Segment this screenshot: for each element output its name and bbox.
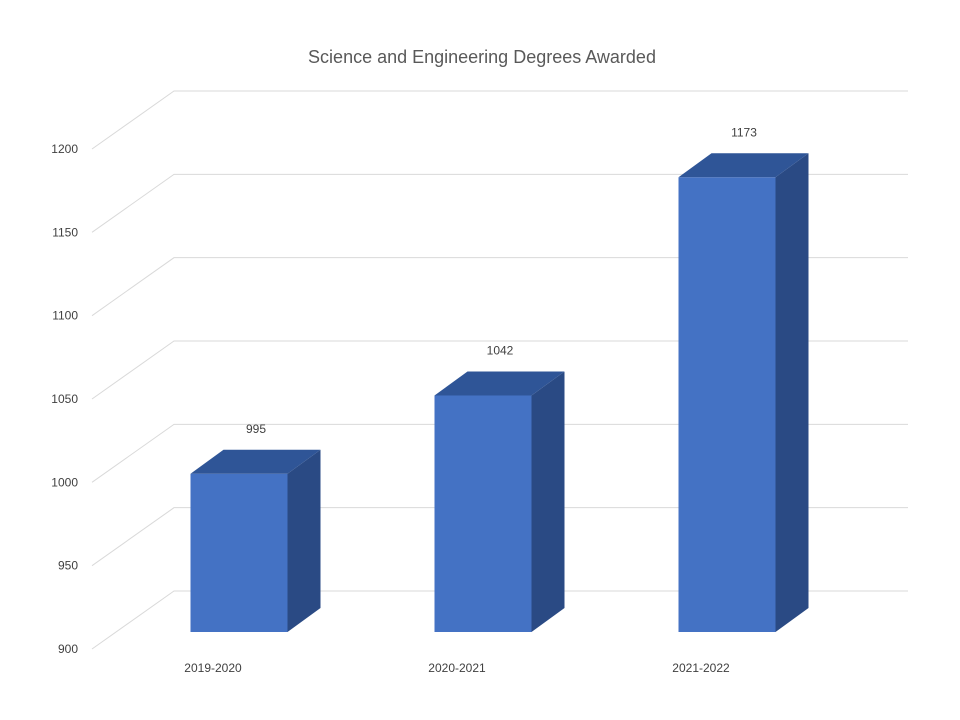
x-axis-category-labels: 2019-2020 2020-2021 2021-2022 bbox=[184, 661, 730, 675]
bars bbox=[190, 153, 809, 632]
gridline bbox=[91, 590, 908, 650]
bar-side bbox=[531, 371, 565, 632]
bar-side bbox=[287, 449, 321, 632]
gridline bbox=[91, 173, 908, 233]
y-tick-label: 1150 bbox=[52, 225, 78, 239]
bar-top bbox=[190, 449, 321, 474]
x-tick-label: 2020-2021 bbox=[428, 661, 486, 675]
gridline bbox=[91, 423, 908, 483]
gridline bbox=[91, 257, 908, 317]
bar-top bbox=[434, 371, 565, 396]
y-axis-tick-labels: 900 950 1000 1050 1100 1150 1200 bbox=[51, 142, 78, 656]
gridline bbox=[91, 340, 908, 400]
y-tick-label: 1100 bbox=[52, 309, 78, 323]
bar bbox=[434, 371, 565, 632]
gridlines bbox=[91, 90, 908, 650]
x-tick-label: 2019-2020 bbox=[184, 661, 242, 675]
x-tick-label: 2021-2022 bbox=[672, 661, 730, 675]
gridline bbox=[91, 90, 908, 150]
y-tick-label: 950 bbox=[58, 559, 78, 573]
data-label: 1173 bbox=[731, 125, 757, 139]
bar bbox=[678, 153, 809, 632]
y-tick-label: 1050 bbox=[51, 392, 78, 406]
y-tick-label: 1000 bbox=[51, 475, 78, 489]
chart-title: Science and Engineering Degrees Awarded bbox=[308, 47, 656, 67]
bar bbox=[190, 449, 321, 632]
bar-front bbox=[678, 177, 776, 632]
data-label: 995 bbox=[246, 422, 266, 436]
y-tick-label: 900 bbox=[58, 642, 78, 656]
bar-front bbox=[190, 473, 288, 632]
bar-side bbox=[775, 153, 809, 632]
data-label: 1042 bbox=[487, 343, 514, 357]
bar-front bbox=[434, 395, 532, 632]
bar-top bbox=[678, 153, 809, 178]
y-tick-label: 1200 bbox=[51, 142, 78, 156]
gridline bbox=[91, 507, 908, 567]
data-labels: 995 1042 1173 bbox=[246, 125, 757, 435]
